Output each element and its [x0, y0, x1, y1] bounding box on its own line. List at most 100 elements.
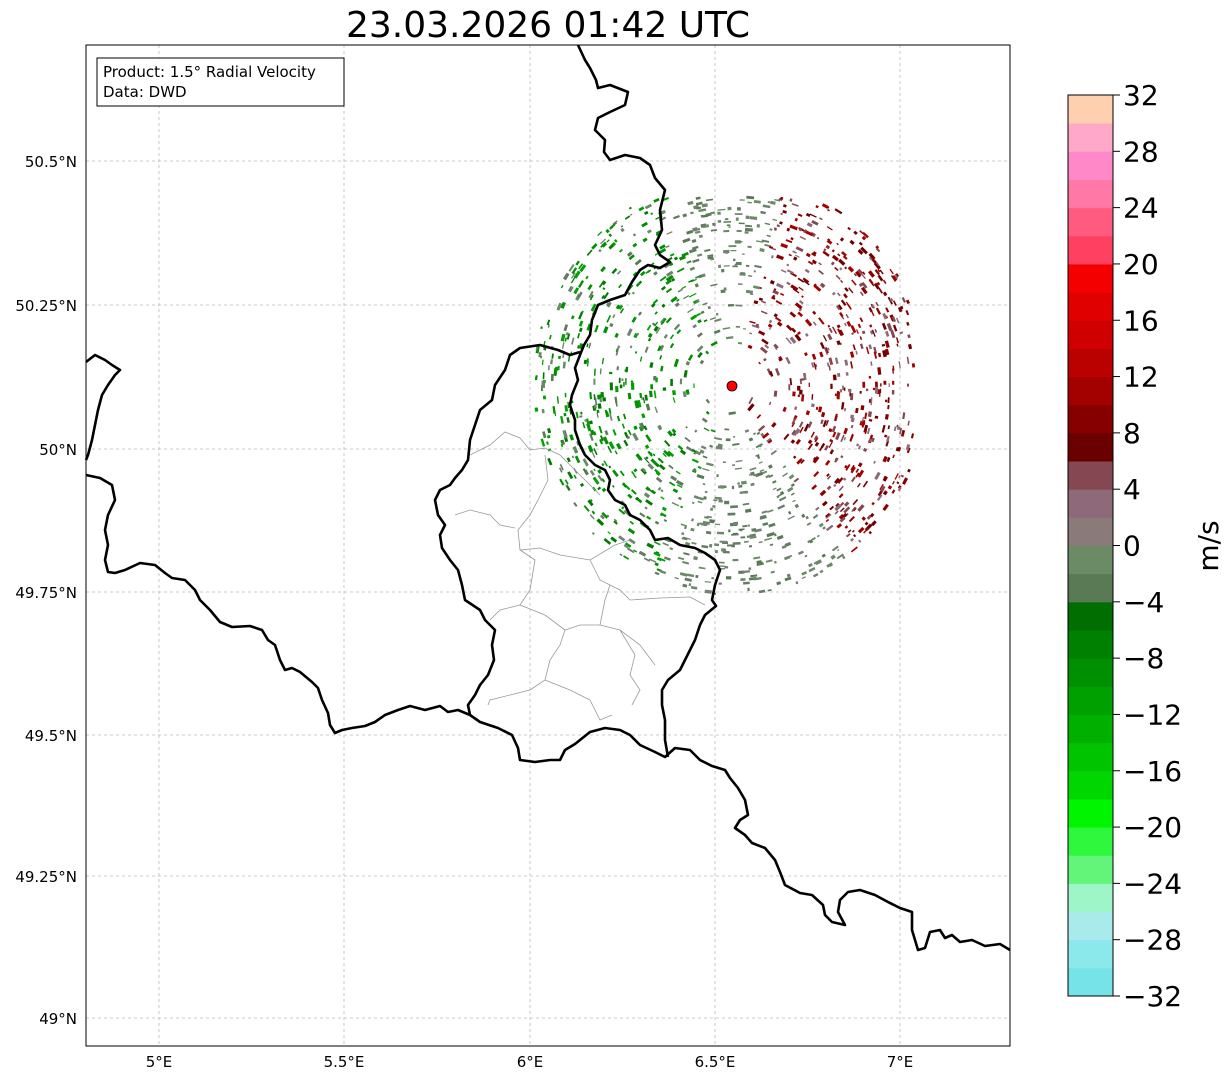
- velocity-echo: [873, 262, 881, 270]
- velocity-echo: [709, 317, 716, 321]
- velocity-echo: [768, 319, 773, 324]
- velocity-echo: [649, 452, 653, 456]
- velocity-echo: [899, 331, 904, 335]
- velocity-echo: [750, 482, 755, 487]
- velocity-echo: [710, 429, 716, 433]
- velocity-echo: [744, 491, 749, 494]
- velocity-echo: [759, 516, 767, 520]
- velocity-echo: [850, 424, 854, 429]
- velocity-echo: [693, 452, 696, 455]
- velocity-echo: [826, 226, 833, 231]
- velocity-echo: [670, 296, 678, 303]
- velocity-echo: [780, 243, 788, 249]
- velocity-echo: [748, 396, 754, 405]
- velocity-echo: [815, 205, 819, 209]
- velocity-echo: [840, 501, 845, 507]
- velocity-echo: [836, 390, 839, 399]
- velocity-echo: [902, 477, 908, 485]
- colorbar-tick-label: −12: [1123, 698, 1182, 731]
- velocity-echo: [587, 499, 594, 507]
- velocity-echo: [706, 462, 714, 467]
- velocity-echo: [897, 486, 902, 492]
- velocity-echo: [655, 229, 662, 235]
- velocity-echo: [619, 553, 623, 557]
- velocity-echo: [606, 514, 610, 518]
- velocity-echo: [655, 476, 663, 483]
- velocity-echo: [697, 319, 702, 324]
- velocity-echo: [847, 226, 851, 231]
- velocity-echo: [836, 305, 841, 311]
- velocity-echo: [560, 415, 564, 424]
- velocity-echo: [606, 239, 610, 243]
- velocity-echo: [845, 532, 851, 538]
- longitude-labels: 5°E 5.5°E 6°E 6.5°E 7°E: [146, 1053, 914, 1071]
- velocity-echo: [884, 340, 889, 346]
- colorbar-segment: [1068, 489, 1113, 518]
- velocity-echo: [882, 291, 888, 297]
- velocity-echo: [732, 265, 738, 268]
- velocity-echo: [791, 429, 797, 436]
- colorbar-tick-label: 32: [1123, 79, 1159, 112]
- velocity-echo: [887, 425, 891, 430]
- velocity-echo: [646, 324, 652, 331]
- velocity-echo: [649, 362, 654, 369]
- velocity-echo: [888, 383, 890, 388]
- velocity-echo: [636, 332, 640, 336]
- velocity-echo: [891, 489, 896, 494]
- velocity-echo: [788, 253, 792, 257]
- velocity-echo: [709, 543, 713, 548]
- velocity-echo: [670, 475, 678, 482]
- velocity-echo: [661, 303, 666, 308]
- velocity-echo: [892, 454, 895, 459]
- velocity-echo: [779, 490, 785, 496]
- lat-label: 49°N: [39, 1010, 77, 1028]
- velocity-echo: [804, 318, 813, 327]
- velocity-echo: [839, 312, 844, 318]
- velocity-echo: [633, 425, 638, 431]
- velocity-echo: [590, 499, 593, 502]
- velocity-echo: [728, 411, 736, 415]
- velocity-echo: [832, 326, 838, 335]
- velocity-echo: [578, 327, 583, 333]
- velocity-echo: [643, 457, 650, 464]
- velocity-echo: [826, 239, 833, 245]
- velocity-echo: [672, 488, 679, 494]
- velocity-echo: [801, 295, 804, 298]
- velocity-echo: [655, 551, 660, 554]
- velocity-echo: [609, 413, 613, 421]
- velocity-echo: [807, 439, 813, 445]
- velocity-echo: [790, 483, 795, 488]
- velocity-echo: [627, 527, 636, 535]
- velocity-echo: [801, 576, 806, 580]
- velocity-echo: [621, 506, 625, 510]
- velocity-echo: [642, 237, 648, 243]
- velocity-echo: [647, 229, 652, 234]
- velocity-echo: [662, 542, 669, 547]
- velocity-echo: [768, 327, 772, 330]
- lat-label: 49.75°N: [15, 584, 77, 602]
- velocity-echo: [853, 534, 857, 538]
- velocity-echo: [778, 357, 783, 362]
- velocity-echo: [874, 386, 878, 394]
- velocity-echo: [772, 289, 779, 295]
- velocity-echo: [809, 213, 817, 218]
- velocity-echo: [732, 532, 738, 536]
- velocity-echo: [735, 304, 743, 307]
- velocity-echo: [864, 430, 868, 435]
- velocity-echo: [873, 282, 880, 290]
- velocity-echo: [607, 531, 611, 535]
- velocity-echo: [701, 417, 708, 423]
- velocity-echo: [663, 556, 671, 561]
- velocity-echo: [686, 229, 694, 235]
- velocity-echo: [844, 359, 849, 366]
- velocity-echo: [856, 443, 860, 447]
- velocity-echo: [782, 465, 787, 469]
- velocity-echo: [868, 307, 873, 313]
- velocity-echo: [839, 516, 846, 523]
- velocity-echo: [850, 466, 856, 474]
- velocity-echo: [818, 269, 824, 275]
- velocity-echo: [639, 512, 646, 518]
- colorbar-tick-label: 8: [1123, 417, 1141, 450]
- velocity-echo: [692, 258, 700, 263]
- velocity-echo: [855, 468, 860, 473]
